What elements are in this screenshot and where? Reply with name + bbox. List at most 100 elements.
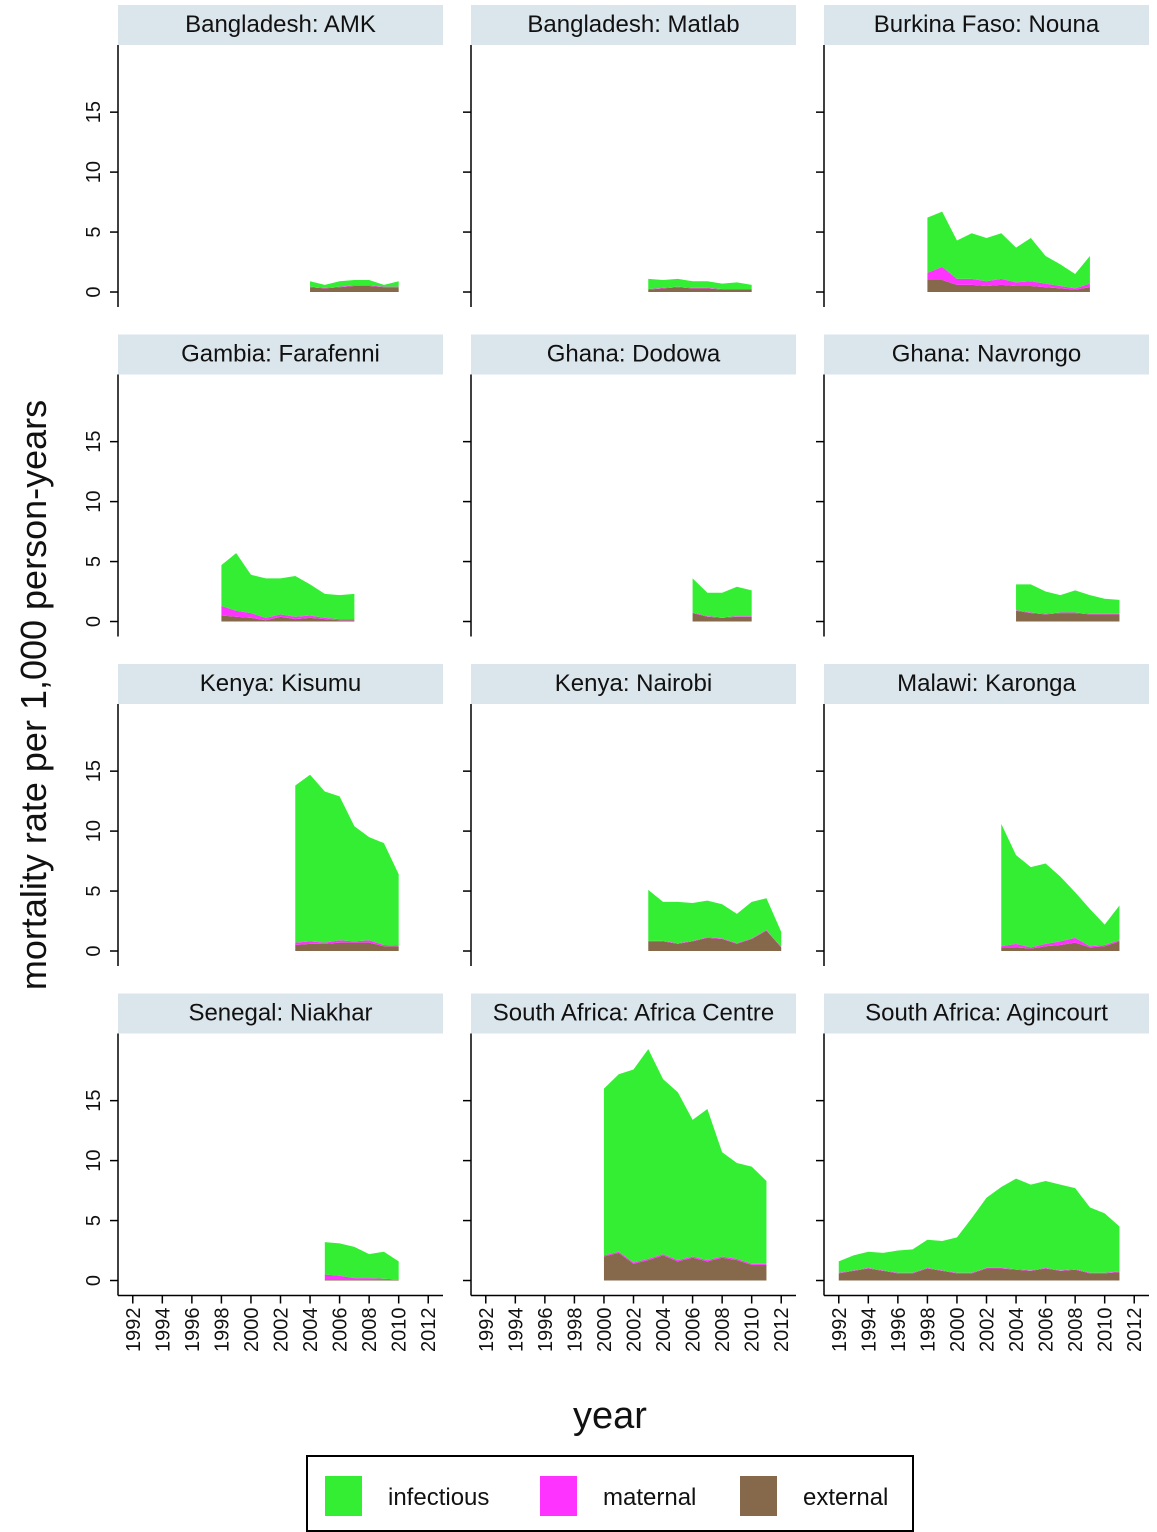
panel-title: Kenya: Kisumu: [200, 670, 361, 697]
x-tick-label: 1992: [476, 1308, 498, 1353]
x-tick-label: 2004: [1006, 1308, 1028, 1353]
area: [310, 280, 399, 288]
panel-strip: [471, 664, 796, 704]
x-axis-label: year: [573, 1395, 647, 1437]
y-tick-label: 10: [83, 1149, 105, 1171]
panel-title: Senegal: Niakhar: [188, 1000, 372, 1027]
x-tick-label: 2000: [594, 1308, 616, 1353]
panel-strip: [118, 664, 443, 704]
area: [1001, 941, 1120, 952]
panel-title: South Africa: Agincourt: [865, 1000, 1108, 1027]
x-tick-label: 2006: [330, 1308, 352, 1353]
x-tick-label: 2000: [241, 1308, 263, 1353]
x-tick-label: 2004: [653, 1308, 675, 1353]
area: [310, 286, 399, 293]
area: [1016, 610, 1120, 615]
x-tick-label: 2004: [300, 1308, 322, 1353]
y-tick-label: 15: [83, 101, 105, 123]
panel-strip: [118, 993, 443, 1034]
x-tick-label: 1996: [182, 1308, 204, 1353]
area: [648, 287, 752, 293]
area: [648, 930, 782, 952]
x-tick-label: 1996: [535, 1308, 557, 1353]
area: [927, 266, 1090, 290]
x-tick-label: 2008: [1065, 1308, 1087, 1353]
panel-title: Bangladesh: Matlab: [527, 11, 739, 38]
area: [221, 553, 355, 620]
x-tick-label: 2006: [683, 1308, 705, 1353]
x-tick-label: 2010: [742, 1308, 764, 1353]
x-tick-label: 2010: [1095, 1308, 1117, 1353]
legend-label: infectious: [388, 1484, 489, 1511]
area: [221, 605, 355, 621]
area: [648, 889, 782, 947]
area: [648, 930, 782, 948]
panel-strip: [824, 334, 1149, 375]
area: [838, 1268, 1120, 1281]
panel-title: Gambia: Farafenni: [181, 341, 380, 368]
x-tick-label: 1994: [505, 1308, 527, 1353]
panel-strip: [824, 664, 1149, 704]
panel-title: Malawi: Karonga: [897, 670, 1076, 697]
area: [1016, 584, 1120, 614]
area: [603, 1049, 767, 1264]
x-tick-label: 1994: [152, 1308, 174, 1353]
panel-title: Bangladesh: AMK: [185, 11, 376, 38]
y-tick-label: 10: [83, 490, 105, 512]
legend-box: [306, 1455, 914, 1532]
panel-strip: [118, 5, 443, 45]
legend-swatch: [540, 1476, 577, 1516]
area: [692, 578, 752, 618]
x-tick-label: 2002: [977, 1308, 999, 1353]
area: [324, 1274, 399, 1280]
y-axis-label: mortality rate per 1,000 person-years: [13, 400, 54, 990]
x-tick-label: 2012: [771, 1308, 793, 1353]
legend-swatch: [325, 1476, 362, 1516]
y-tick-label: 0: [83, 616, 105, 627]
x-tick-label: 2008: [712, 1308, 734, 1353]
panel-strip: [471, 5, 796, 45]
x-tick-label: 1998: [564, 1308, 586, 1353]
area: [648, 286, 752, 290]
panel-title: Burkina Faso: Nouna: [874, 11, 1100, 38]
area: [648, 278, 752, 290]
y-tick-label: 5: [83, 556, 105, 567]
area: [295, 942, 399, 952]
y-tick-label: 5: [83, 885, 105, 896]
area: [1001, 823, 1120, 948]
panel-strip: [118, 334, 443, 375]
y-tick-label: 5: [83, 226, 105, 237]
panel-strip: [824, 5, 1149, 45]
y-tick-label: 0: [83, 1275, 105, 1286]
legend-swatch: [740, 1476, 777, 1516]
panel-title: Kenya: Nairobi: [555, 670, 712, 697]
area: [838, 1267, 1120, 1274]
x-tick-label: 1992: [829, 1308, 851, 1353]
area: [1001, 937, 1120, 949]
x-tick-label: 2012: [1124, 1308, 1146, 1353]
y-tick-label: 15: [83, 1090, 105, 1112]
panel-strip: [471, 993, 796, 1034]
area: [221, 615, 355, 622]
x-tick-label: 2008: [359, 1308, 381, 1353]
x-tick-label: 1994: [858, 1308, 880, 1353]
area: [324, 1242, 399, 1280]
x-tick-label: 2006: [1036, 1308, 1058, 1353]
area: [324, 1279, 399, 1281]
y-tick-label: 0: [83, 286, 105, 297]
x-tick-label: 1998: [211, 1308, 233, 1353]
legend-label: external: [803, 1484, 888, 1511]
x-tick-label: 2010: [389, 1308, 411, 1353]
panel-strip: [471, 334, 796, 375]
panel-strip: [824, 993, 1149, 1034]
area: [1016, 610, 1120, 622]
x-tick-label: 1998: [917, 1308, 939, 1353]
panel-title: South Africa: Africa Centre: [493, 1000, 774, 1027]
area: [310, 285, 399, 289]
y-tick-label: 5: [83, 1215, 105, 1226]
area: [927, 211, 1090, 289]
x-tick-label: 1996: [888, 1308, 910, 1353]
x-tick-label: 2012: [418, 1308, 440, 1353]
area: [838, 1178, 1120, 1273]
